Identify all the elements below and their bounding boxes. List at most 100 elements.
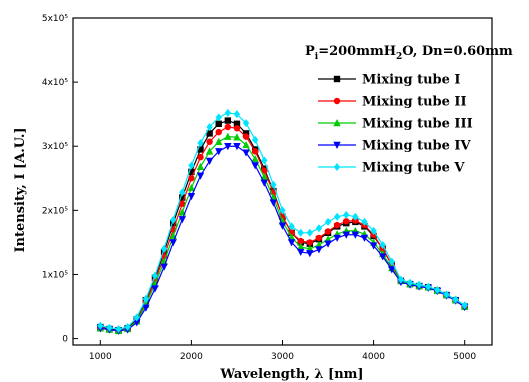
data-point xyxy=(151,285,159,293)
data-point xyxy=(333,234,341,242)
x-tick-label: 4000 xyxy=(362,352,385,362)
data-point xyxy=(188,168,195,176)
data-point xyxy=(315,224,323,233)
legend-label: Mixing tube I xyxy=(362,73,461,88)
data-point xyxy=(397,275,405,284)
data-point xyxy=(215,113,222,122)
data-point xyxy=(388,266,396,274)
legend-marker xyxy=(333,141,341,149)
data-point xyxy=(261,167,268,174)
data-point xyxy=(379,240,386,249)
legend-marker xyxy=(333,75,341,83)
data-point xyxy=(242,149,250,157)
data-point xyxy=(443,290,450,299)
legend-item: Mixing tube V xyxy=(318,161,465,176)
legend-marker xyxy=(333,119,341,127)
y-axis-title: Intensity, I [A.U.] xyxy=(13,127,28,252)
data-point xyxy=(187,183,196,192)
data-point xyxy=(260,179,268,187)
data-point xyxy=(288,222,295,231)
data-point xyxy=(206,138,213,145)
data-point xyxy=(342,231,350,239)
y-tick-label: 5x10⁵ xyxy=(42,14,69,24)
data-point xyxy=(333,221,341,229)
data-point xyxy=(306,250,314,258)
data-point xyxy=(287,239,296,247)
data-point xyxy=(215,148,223,156)
data-point xyxy=(461,301,468,310)
data-point xyxy=(160,263,168,271)
data-point xyxy=(133,319,141,327)
legend-label: Mixing tube IV xyxy=(362,139,472,154)
data-point xyxy=(197,146,204,153)
data-point xyxy=(169,215,177,224)
condition-annotation: Pi=200mmH2O, Dn=0.60mm xyxy=(305,44,513,62)
data-point xyxy=(205,147,214,155)
data-point xyxy=(242,119,250,128)
data-point xyxy=(179,194,186,201)
data-point xyxy=(270,180,277,189)
data-point xyxy=(306,239,314,246)
x-tick-label: 5000 xyxy=(453,352,476,362)
y-tick-label: 1x10⁵ xyxy=(42,270,69,280)
data-point xyxy=(188,175,195,182)
data-point xyxy=(343,210,350,219)
data-point xyxy=(370,226,377,235)
data-point xyxy=(297,237,304,245)
data-point xyxy=(242,133,250,140)
data-point xyxy=(251,162,259,170)
data-point xyxy=(169,239,177,247)
data-point xyxy=(124,323,131,332)
legend-label: Mixing tube V xyxy=(362,161,465,176)
data-point xyxy=(361,217,368,226)
data-point xyxy=(251,148,259,155)
data-point xyxy=(224,132,232,140)
data-point xyxy=(251,155,259,163)
condition-p-subscript: i xyxy=(315,52,319,62)
legend-marker xyxy=(333,97,341,105)
data-point xyxy=(369,242,378,250)
data-point xyxy=(206,123,213,131)
data-point xyxy=(178,216,187,224)
data-point xyxy=(333,212,341,221)
x-tick-label: 1000 xyxy=(89,352,112,362)
data-point xyxy=(269,199,278,207)
legend-item: Mixing tube I xyxy=(318,73,461,88)
data-point xyxy=(196,172,205,180)
data-point xyxy=(224,108,232,117)
data-point xyxy=(197,139,204,148)
y-tick-label: 3x10⁵ xyxy=(42,142,69,152)
data-point xyxy=(315,234,323,242)
legend-item: Mixing tube II xyxy=(318,95,467,110)
x-tick-label: 3000 xyxy=(271,352,294,362)
data-point xyxy=(206,130,213,137)
data-point xyxy=(452,295,459,304)
data-point xyxy=(133,313,140,322)
legend-label: Mixing tube III xyxy=(362,117,473,132)
condition-tail: O, Dn=0.60mm xyxy=(402,44,513,59)
data-point xyxy=(351,231,360,239)
data-point xyxy=(233,133,241,141)
data-point xyxy=(324,228,332,235)
data-point xyxy=(233,125,241,132)
data-point xyxy=(224,143,232,151)
data-point xyxy=(425,282,432,291)
data-point xyxy=(261,156,268,165)
data-point xyxy=(142,304,150,312)
data-point xyxy=(279,206,286,215)
x-axis-title: Wavelength, λ [nm] xyxy=(219,367,363,382)
condition-h2o-subscript: 2 xyxy=(396,52,402,62)
data-point xyxy=(215,128,222,136)
data-point xyxy=(151,271,159,280)
data-point xyxy=(215,120,222,127)
data-point xyxy=(415,280,423,289)
data-point xyxy=(224,117,232,124)
x-tick-label: 2000 xyxy=(180,352,203,362)
data-point xyxy=(406,278,414,287)
data-point xyxy=(306,228,314,237)
data-point xyxy=(205,157,214,165)
data-point xyxy=(324,240,332,248)
data-point xyxy=(360,234,369,242)
y-tick-label: 0 xyxy=(62,335,68,345)
